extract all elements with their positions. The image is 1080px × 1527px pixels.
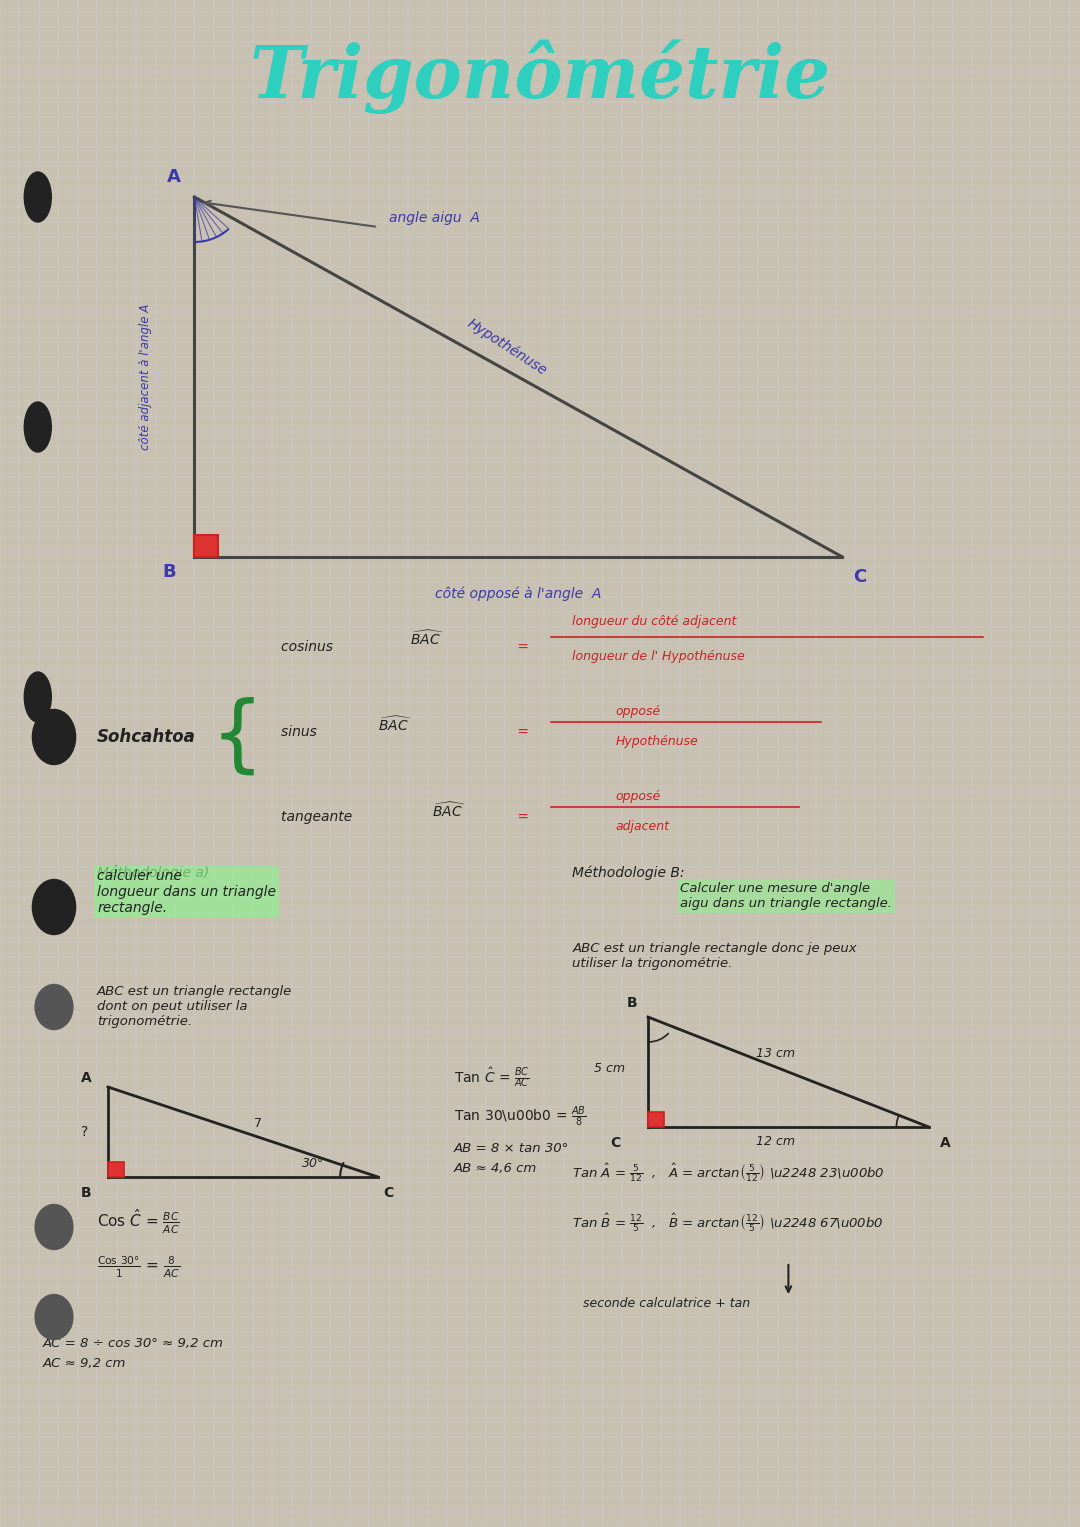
Text: =: = <box>513 809 534 825</box>
Text: ABC est un triangle rectangle donc je peux
utiliser la trigonométrie.: ABC est un triangle rectangle donc je pe… <box>572 942 858 970</box>
Text: AB = 8 × tan 30°: AB = 8 × tan 30° <box>454 1142 569 1154</box>
Text: A: A <box>940 1136 950 1150</box>
Bar <box>648 1112 664 1127</box>
Text: Cos $\hat{C}$ = $\frac{BC}{AC}$: Cos $\hat{C}$ = $\frac{BC}{AC}$ <box>97 1208 180 1237</box>
Text: Trigonômétrie: Trigonômétrie <box>249 40 831 115</box>
Text: C: C <box>853 568 866 586</box>
Text: =: = <box>513 725 534 739</box>
Text: $\widehat{BAC}$: $\widehat{BAC}$ <box>378 716 411 734</box>
Ellipse shape <box>25 672 52 722</box>
Text: B: B <box>626 996 637 1009</box>
Text: C: C <box>610 1136 620 1150</box>
Ellipse shape <box>35 1205 73 1249</box>
Text: 5 cm: 5 cm <box>594 1061 625 1075</box>
Text: 30°: 30° <box>302 1157 325 1170</box>
Ellipse shape <box>25 173 52 221</box>
Text: Sohcahtoa: Sohcahtoa <box>97 728 197 747</box>
Text: seconde calculatrice + tan: seconde calculatrice + tan <box>583 1296 751 1310</box>
Text: Tan $\hat{B}$ = $\frac{12}{5}$  ,   $\hat{B}$ = arctan$\left(\frac{12}{5}\right): Tan $\hat{B}$ = $\frac{12}{5}$ , $\hat{B… <box>572 1211 885 1234</box>
Text: opposé: opposé <box>616 705 661 719</box>
Text: B: B <box>162 563 176 580</box>
Text: 7: 7 <box>254 1116 261 1130</box>
Text: C: C <box>383 1186 393 1200</box>
Text: tangeante: tangeante <box>281 809 361 825</box>
Text: AC = 8 ÷ cos 30° ≈ 9,2 cm: AC = 8 ÷ cos 30° ≈ 9,2 cm <box>43 1338 224 1350</box>
Text: longueur du côté adjacent: longueur du côté adjacent <box>572 615 737 629</box>
Text: AB ≈ 4,6 cm: AB ≈ 4,6 cm <box>454 1162 537 1174</box>
Text: $\widehat{BAC}$: $\widehat{BAC}$ <box>432 802 465 820</box>
Text: adjacent: adjacent <box>616 820 670 834</box>
Text: =: = <box>513 640 534 654</box>
Text: angle aigu  A: angle aigu A <box>389 211 480 224</box>
Text: B: B <box>81 1186 92 1200</box>
Text: côté opposé à l'angle  A: côté opposé à l'angle A <box>435 586 602 602</box>
Text: Tan 30\u00b0 = $\frac{AB}{8}$: Tan 30\u00b0 = $\frac{AB}{8}$ <box>454 1106 586 1128</box>
Text: A: A <box>167 168 181 186</box>
Text: longueur de l' Hypothénuse: longueur de l' Hypothénuse <box>572 651 745 664</box>
Ellipse shape <box>35 1295 73 1339</box>
Ellipse shape <box>32 880 76 935</box>
Text: Calculer une mesure d'angle
aigu dans un triangle rectangle.: Calculer une mesure d'angle aigu dans un… <box>680 883 892 910</box>
Text: sinus: sinus <box>281 725 325 739</box>
Text: 13 cm: 13 cm <box>756 1048 795 1060</box>
Text: opposé: opposé <box>616 791 661 803</box>
Text: calculer une
longueur dans un triangle
rectangle.: calculer une longueur dans un triangle r… <box>97 869 276 915</box>
Text: ABC est un triangle rectangle
dont on peut utiliser la
trigonométrie.: ABC est un triangle rectangle dont on pe… <box>97 985 293 1029</box>
Ellipse shape <box>32 710 76 765</box>
Text: ?: ? <box>81 1125 89 1139</box>
Text: $\widehat{BAC}$: $\widehat{BAC}$ <box>410 629 444 649</box>
Text: A: A <box>81 1070 92 1086</box>
Text: Méthodologie a): Méthodologie a) <box>97 866 210 880</box>
Text: {: { <box>211 696 265 777</box>
Text: côté adjacent à l'angle A: côté adjacent à l'angle A <box>139 304 152 450</box>
Text: cosinus: cosinus <box>281 640 341 654</box>
Bar <box>108 1162 124 1177</box>
Ellipse shape <box>35 985 73 1029</box>
Bar <box>194 534 218 557</box>
Text: Tan $\hat{C}$ = $\frac{BC}{AC}$: Tan $\hat{C}$ = $\frac{BC}{AC}$ <box>454 1064 529 1089</box>
Text: Tan $\hat{A}$ = $\frac{5}{12}$  ,   $\hat{A}$ = arctan$\left(\frac{5}{12}\right): Tan $\hat{A}$ = $\frac{5}{12}$ , $\hat{A… <box>572 1161 886 1183</box>
Text: $\frac{\mathrm{Cos}\ 30°}{1}$ = $\frac{8}{AC}$: $\frac{\mathrm{Cos}\ 30°}{1}$ = $\frac{8… <box>97 1254 180 1280</box>
Text: Hypothénuse: Hypothénuse <box>465 316 550 379</box>
Text: AC ≈ 9,2 cm: AC ≈ 9,2 cm <box>43 1358 126 1370</box>
Text: 12 cm: 12 cm <box>756 1135 795 1148</box>
Text: Méthodologie B:: Méthodologie B: <box>572 866 685 880</box>
Text: Hypothénuse: Hypothénuse <box>616 736 699 748</box>
Ellipse shape <box>25 402 52 452</box>
